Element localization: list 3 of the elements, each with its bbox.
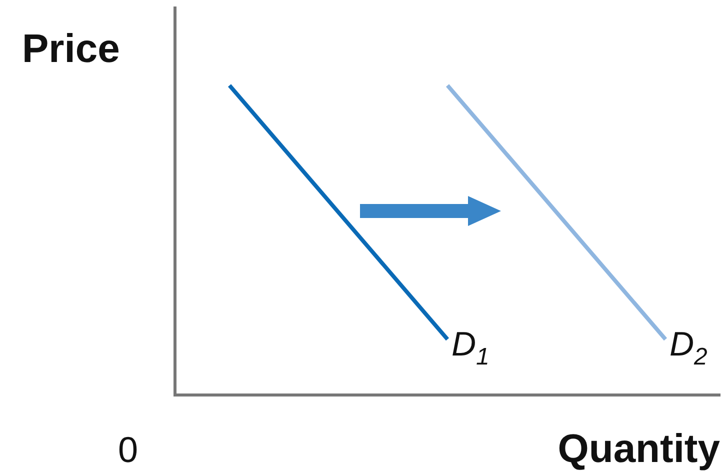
x-axis-title: Quantity (558, 427, 721, 471)
text: 0 (118, 429, 138, 470)
y-axis-title: Price (22, 27, 120, 71)
